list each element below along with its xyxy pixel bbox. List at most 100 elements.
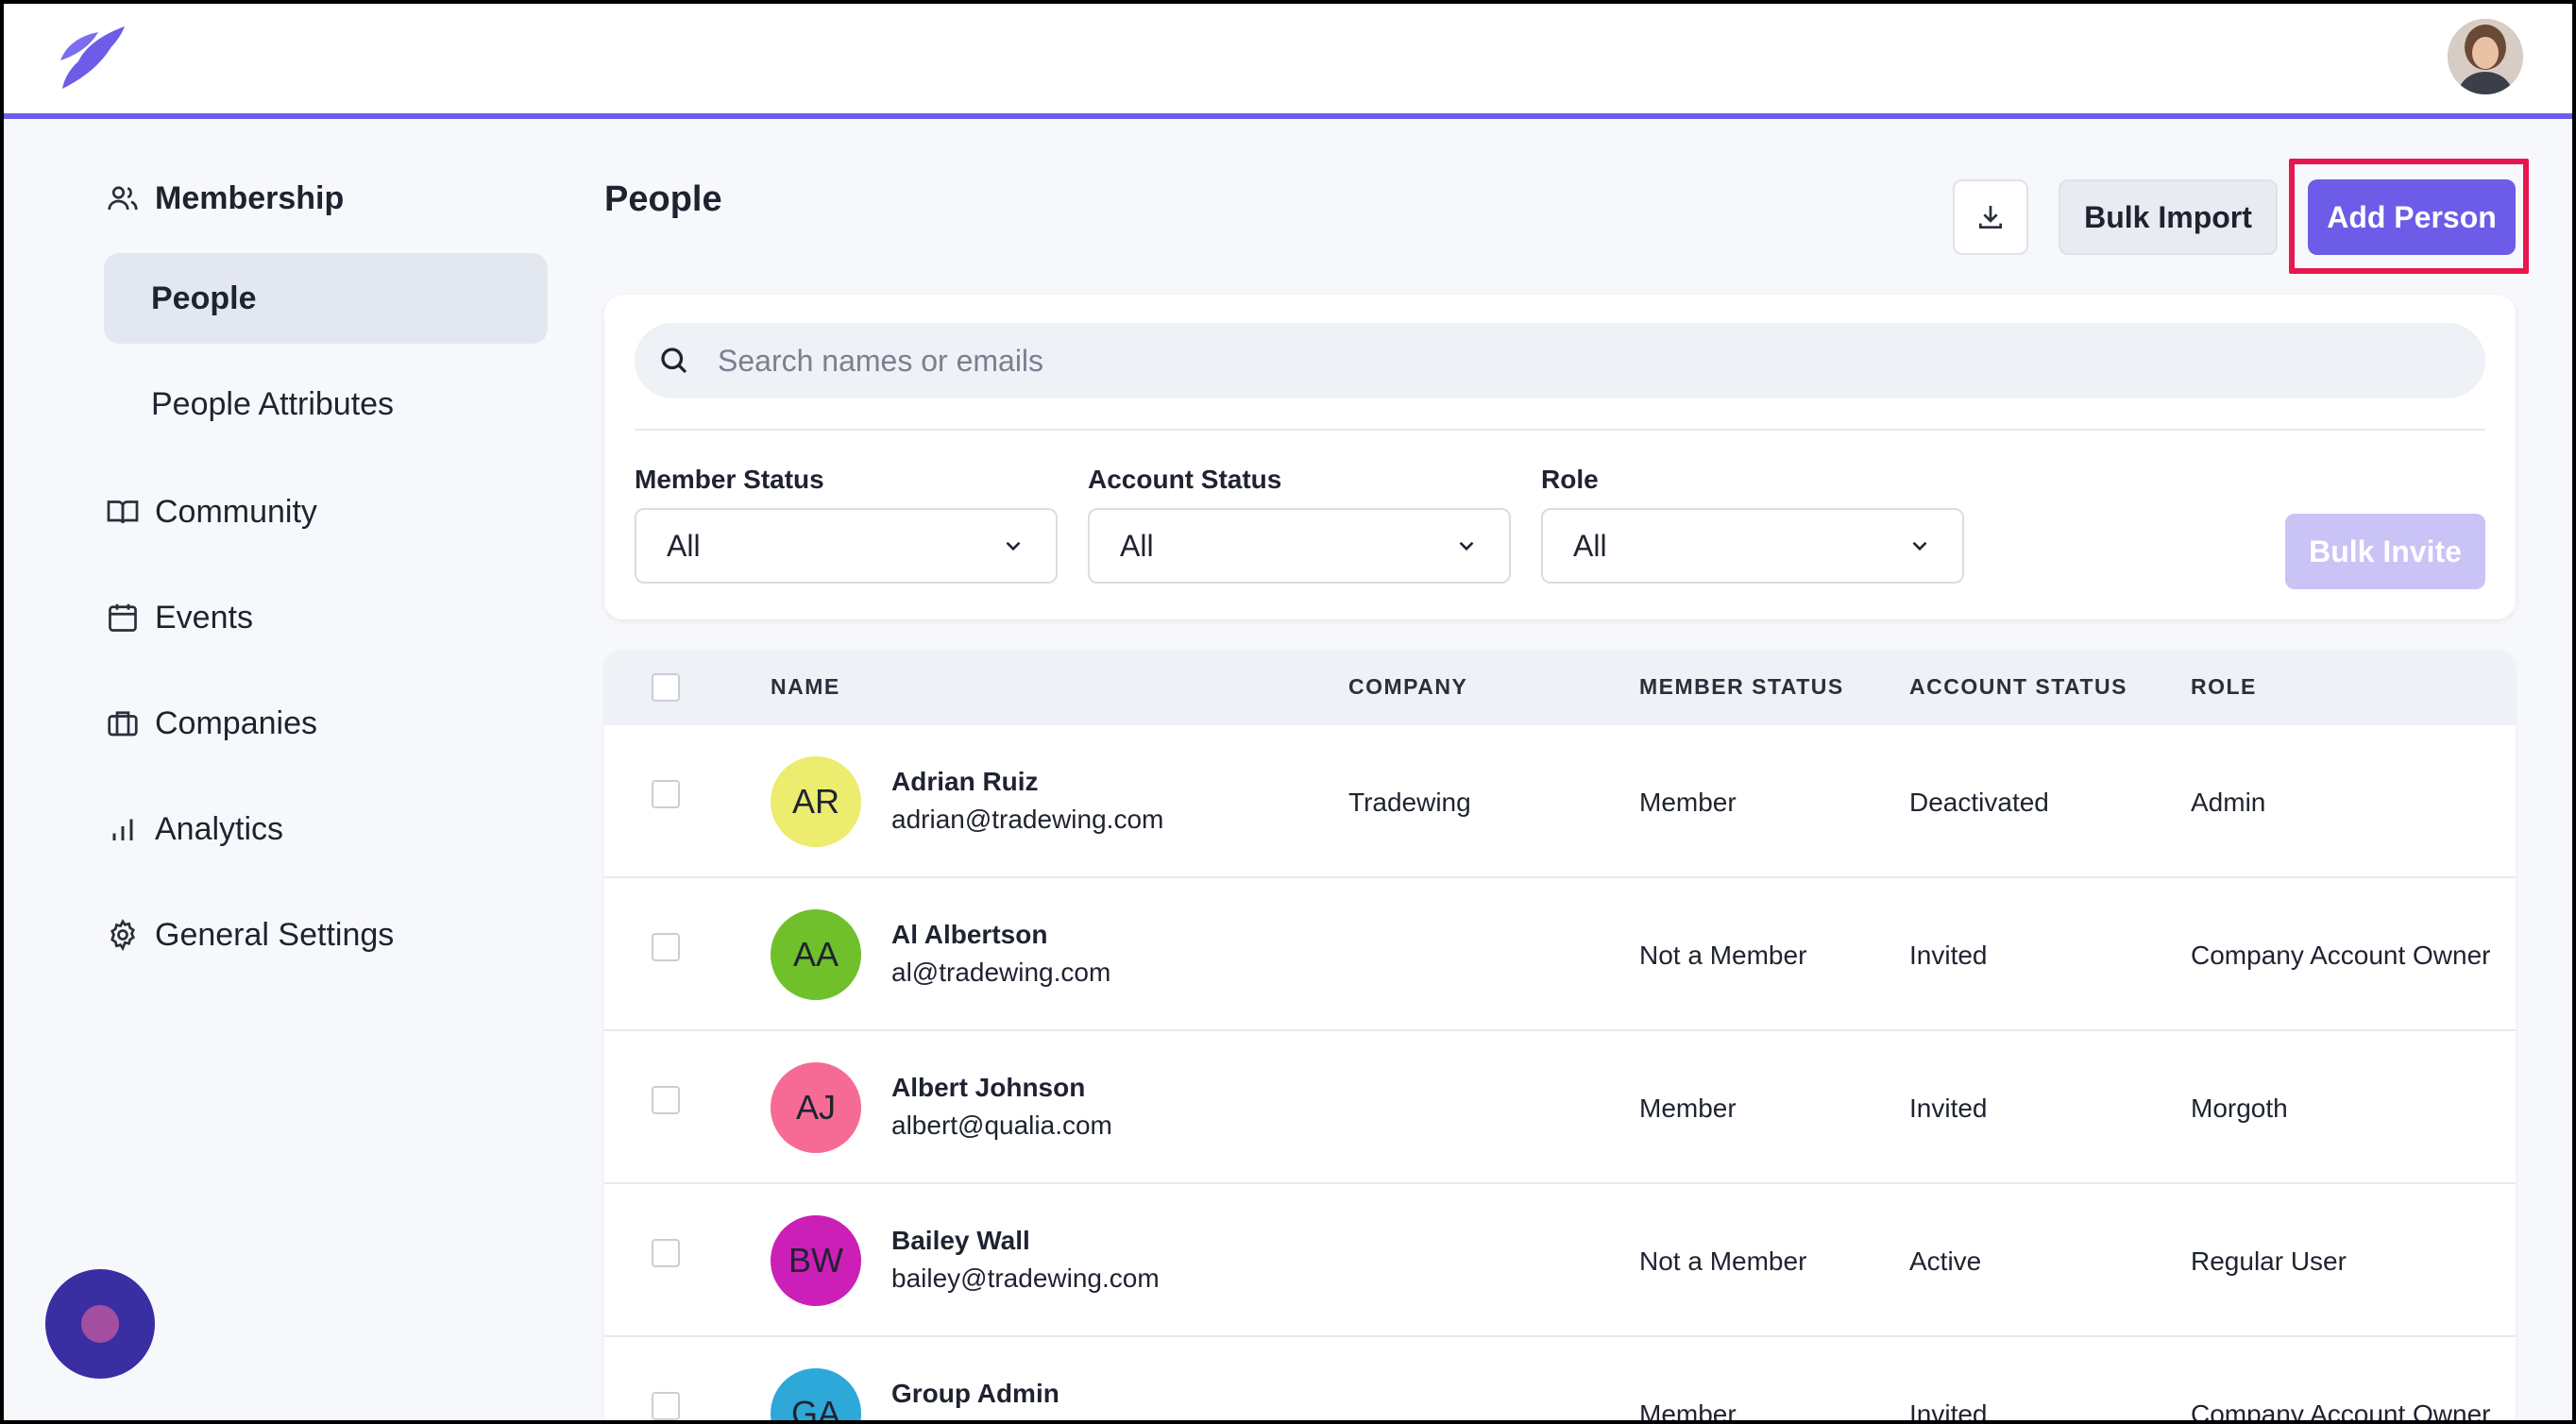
sidebar-item-people[interactable]: People	[104, 253, 548, 344]
person-name[interactable]: Adrian Ruiz	[891, 767, 1039, 796]
download-icon	[1979, 206, 2002, 229]
users-icon	[104, 179, 142, 217]
person-name[interactable]: Al Albertson	[891, 920, 1048, 949]
role-cell: Company Account Owner	[2191, 1399, 2491, 1424]
avatar: AA	[771, 909, 861, 1000]
sidebar-item-membership[interactable]: Membership	[104, 170, 548, 227]
sidebar-item-companies[interactable]: Companies	[104, 695, 548, 752]
account-status-label: Account Status	[1088, 465, 1282, 494]
sidebar-label-community: Community	[155, 493, 317, 530]
column-header-member-status[interactable]: MEMBER STATUS	[1639, 674, 1844, 699]
sidebar-label-analytics: Analytics	[155, 810, 284, 847]
people-table: NAME COMPANY MEMBER STATUS ACCOUNT STATU…	[604, 650, 2516, 1424]
member-status-select[interactable]: All	[635, 508, 1058, 584]
account-status-cell: Deactivated	[1909, 788, 2049, 817]
chat-launcher-button[interactable]	[45, 1269, 155, 1379]
avatar: AR	[771, 756, 861, 847]
person-name[interactable]: Bailey Wall	[891, 1226, 1030, 1255]
user-avatar-icon	[2448, 19, 2523, 94]
row-checkbox[interactable]	[652, 1239, 680, 1267]
select-all-checkbox[interactable]	[652, 673, 680, 702]
role-filter: Role All	[1541, 465, 1964, 584]
sidebar-label-membership: Membership	[155, 179, 345, 216]
gear-icon	[104, 916, 142, 954]
column-header-account-status[interactable]: ACCOUNT STATUS	[1909, 674, 2127, 699]
chevron-down-icon	[1912, 541, 1927, 551]
member-status-filter: Member Status All	[635, 465, 1058, 584]
sidebar-label-general-settings: General Settings	[155, 916, 395, 953]
calendar-icon	[104, 599, 142, 636]
add-person-button[interactable]: Add Person	[2308, 179, 2516, 255]
avatar-initials: GA	[790, 1394, 840, 1424]
role-cell: Morgoth	[2191, 1093, 2288, 1123]
account-status-value: All	[1120, 528, 1154, 563]
divider	[635, 429, 2485, 431]
sidebar-item-general-settings[interactable]: General Settings	[104, 907, 548, 963]
avatar: BW	[771, 1215, 861, 1306]
search-icon	[661, 348, 687, 374]
search-box	[635, 323, 2485, 398]
person-name[interactable]: Albert Johnson	[891, 1073, 1086, 1102]
search-input[interactable]	[718, 343, 2417, 379]
avatar: GA	[771, 1368, 861, 1424]
member-status-value: All	[667, 528, 701, 563]
sidebar-item-people-attributes[interactable]: People Attributes	[104, 359, 548, 449]
account-status-cell: Invited	[1909, 1399, 1988, 1424]
row-checkbox[interactable]	[652, 1392, 680, 1420]
person-email: albert@qualia.com	[891, 1110, 1112, 1140]
book-open-icon	[104, 493, 142, 531]
download-button[interactable]	[1953, 179, 2028, 255]
column-header-role[interactable]: ROLE	[2191, 674, 2257, 699]
account-status-cell: Active	[1909, 1246, 1982, 1276]
sidebar-item-community[interactable]: Community	[104, 483, 548, 540]
bulk-import-button[interactable]: Bulk Import	[2059, 179, 2278, 255]
row-checkbox[interactable]	[652, 780, 680, 808]
person-email: adrian@tradewing.com	[891, 805, 1164, 834]
sidebar-label-people-attributes: People Attributes	[151, 385, 395, 422]
row-checkbox[interactable]	[652, 1086, 680, 1114]
column-header-name[interactable]: NAME	[771, 674, 840, 699]
avatar-initials: AR	[791, 782, 839, 821]
sidebar-item-analytics[interactable]: Analytics	[104, 801, 548, 857]
sidebar-label-events: Events	[155, 599, 253, 636]
role-label: Role	[1541, 465, 1599, 494]
avatar-initials: BW	[788, 1241, 843, 1280]
table-row[interactable]: AA Al Albertson al@tradewing.com Not a Memb…	[604, 878, 2516, 1031]
table-row[interactable]: AR Adrian Ruiz adrian@tradewing.com Tradewi…	[604, 725, 2516, 878]
role-select[interactable]: All	[1541, 508, 1964, 584]
top-bar	[0, 0, 2576, 119]
account-status-cell: Invited	[1909, 941, 1988, 970]
avatar-initials: AJ	[795, 1088, 836, 1127]
avatar-initials: AA	[792, 935, 839, 974]
role-cell: Regular User	[2191, 1246, 2347, 1276]
filter-card: Member Status All Account Status All Rol…	[604, 295, 2516, 619]
chevron-down-icon	[1459, 541, 1474, 551]
member-status-cell: Member	[1639, 1399, 1737, 1424]
user-avatar[interactable]	[2448, 19, 2523, 94]
member-status-label: Member Status	[635, 465, 824, 494]
table-row[interactable]: GA Group Admin Member Invited Company Accoun…	[604, 1337, 2516, 1424]
chat-icon	[81, 1305, 119, 1343]
highlight-box	[2289, 159, 2529, 274]
page-title: People	[604, 179, 722, 219]
sidebar-item-events[interactable]: Events	[104, 589, 548, 646]
sidebar-label-companies: Companies	[155, 704, 317, 741]
column-header-company[interactable]: COMPANY	[1348, 674, 1468, 699]
row-checkbox[interactable]	[652, 933, 680, 961]
account-status-select[interactable]: All	[1088, 508, 1511, 584]
company-cell: Tradewing	[1348, 788, 1471, 817]
person-name[interactable]: Group Admin	[891, 1379, 1059, 1408]
member-status-cell: Not a Member	[1639, 941, 1807, 970]
bar-chart-icon	[104, 810, 142, 848]
table-row[interactable]: AJ Albert Johnson albert@qualia.com Member I…	[604, 1031, 2516, 1184]
role-cell: Company Account Owner	[2191, 941, 2491, 970]
bulk-invite-button[interactable]: Bulk Invite	[2285, 514, 2485, 589]
table-row[interactable]: BW Bailey Wall bailey@tradewing.com Not a M…	[604, 1184, 2516, 1337]
member-status-cell: Member	[1639, 1093, 1737, 1123]
table-header: NAME COMPANY MEMBER STATUS ACCOUNT STATU…	[604, 650, 2516, 725]
account-status-cell: Invited	[1909, 1093, 1988, 1123]
briefcase-icon	[104, 704, 142, 742]
app-logo-icon[interactable]	[57, 23, 128, 91]
role-value: All	[1573, 528, 1607, 563]
sidebar: Membership People People Attributes Comm…	[104, 170, 548, 1012]
